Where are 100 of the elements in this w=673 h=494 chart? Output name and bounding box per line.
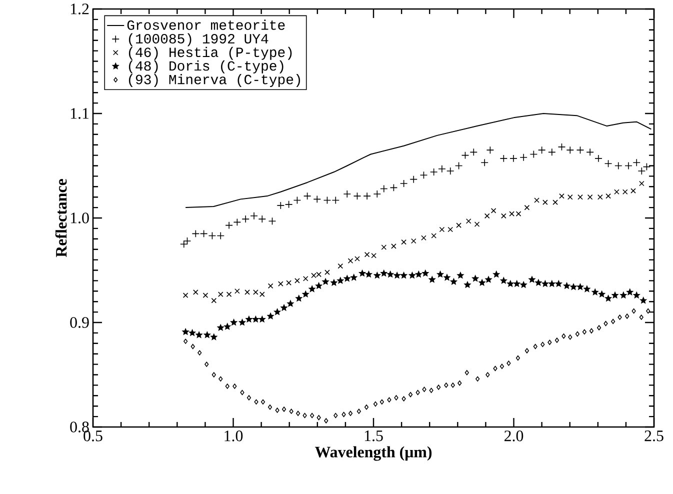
point [354,256,360,262]
x-tick-label: 1.0 [224,430,243,442]
point [484,213,490,219]
point [420,171,428,180]
line-series [185,113,652,208]
point [343,190,352,198]
point [606,193,611,199]
point [208,232,216,240]
point [410,238,416,244]
point [430,168,438,176]
point [324,270,330,275]
point [259,292,265,297]
point [380,184,388,193]
point [192,230,200,238]
point [276,202,285,210]
point [538,146,546,154]
x-tick-label: 1.5 [364,430,383,442]
point [639,180,644,186]
point [410,175,418,184]
point [293,196,302,204]
point [180,240,188,248]
x-axis-title: Wavelength (μm) [314,446,432,461]
point [448,226,454,232]
point [548,148,556,156]
y-tick-label: 1.1 [70,108,89,119]
x-tick-label: 2.0 [504,430,524,442]
point [421,235,426,241]
point [202,292,208,298]
point [542,200,548,205]
point [466,218,472,224]
legend-label: (100085) 1992 UY4 [128,33,268,46]
point [323,196,332,204]
point [390,184,398,192]
point [200,230,208,238]
point [401,239,406,245]
point [332,196,340,204]
point [400,180,408,188]
point [490,208,496,214]
y-tick-label: 0.9 [70,317,89,328]
point [501,213,506,219]
point [622,189,628,195]
point [193,290,198,295]
point [567,194,573,200]
point [586,148,594,156]
point [510,154,518,162]
y-tick-label: 1.2 [70,4,89,14]
point [258,215,266,223]
point [597,194,603,200]
point [373,190,382,198]
y-tick-label: 1.0 [70,212,89,224]
point [244,290,250,295]
point [218,292,224,297]
point [284,200,293,208]
point [234,288,240,294]
point [604,160,612,168]
point [520,154,528,162]
point [391,244,396,249]
point [558,143,566,151]
point [268,217,276,226]
point [576,146,584,154]
point [524,204,530,210]
point [566,146,574,154]
point [578,194,583,200]
point [242,215,250,223]
point [183,237,192,245]
point [182,292,188,298]
point [486,146,494,154]
point [480,158,488,166]
point [294,278,300,284]
point [587,194,593,200]
point [530,150,538,158]
point [559,193,564,199]
point [303,192,312,200]
point [500,154,508,162]
point [338,263,344,269]
point [253,290,258,295]
point [278,281,284,286]
point [286,280,292,286]
point [363,192,371,200]
point [313,195,322,204]
legend-label: (93) Minerva (C-type) [128,74,300,88]
point [630,188,636,194]
legend-label: (46) Hestia (P-type) [128,46,292,60]
point [624,162,632,170]
point [353,192,362,200]
y-tick-label: 0.8 [70,422,89,432]
point [614,162,622,170]
point [454,162,463,170]
point [594,154,602,162]
point [439,226,445,232]
point [233,218,242,226]
point [268,283,274,289]
point [638,167,646,175]
x-tick-label: 0.5 [84,430,102,442]
point [226,292,232,297]
point [302,276,308,282]
point [456,222,462,228]
point [534,198,540,203]
point [474,222,480,227]
legend-label: Grosvenor meteorite [127,20,285,30]
